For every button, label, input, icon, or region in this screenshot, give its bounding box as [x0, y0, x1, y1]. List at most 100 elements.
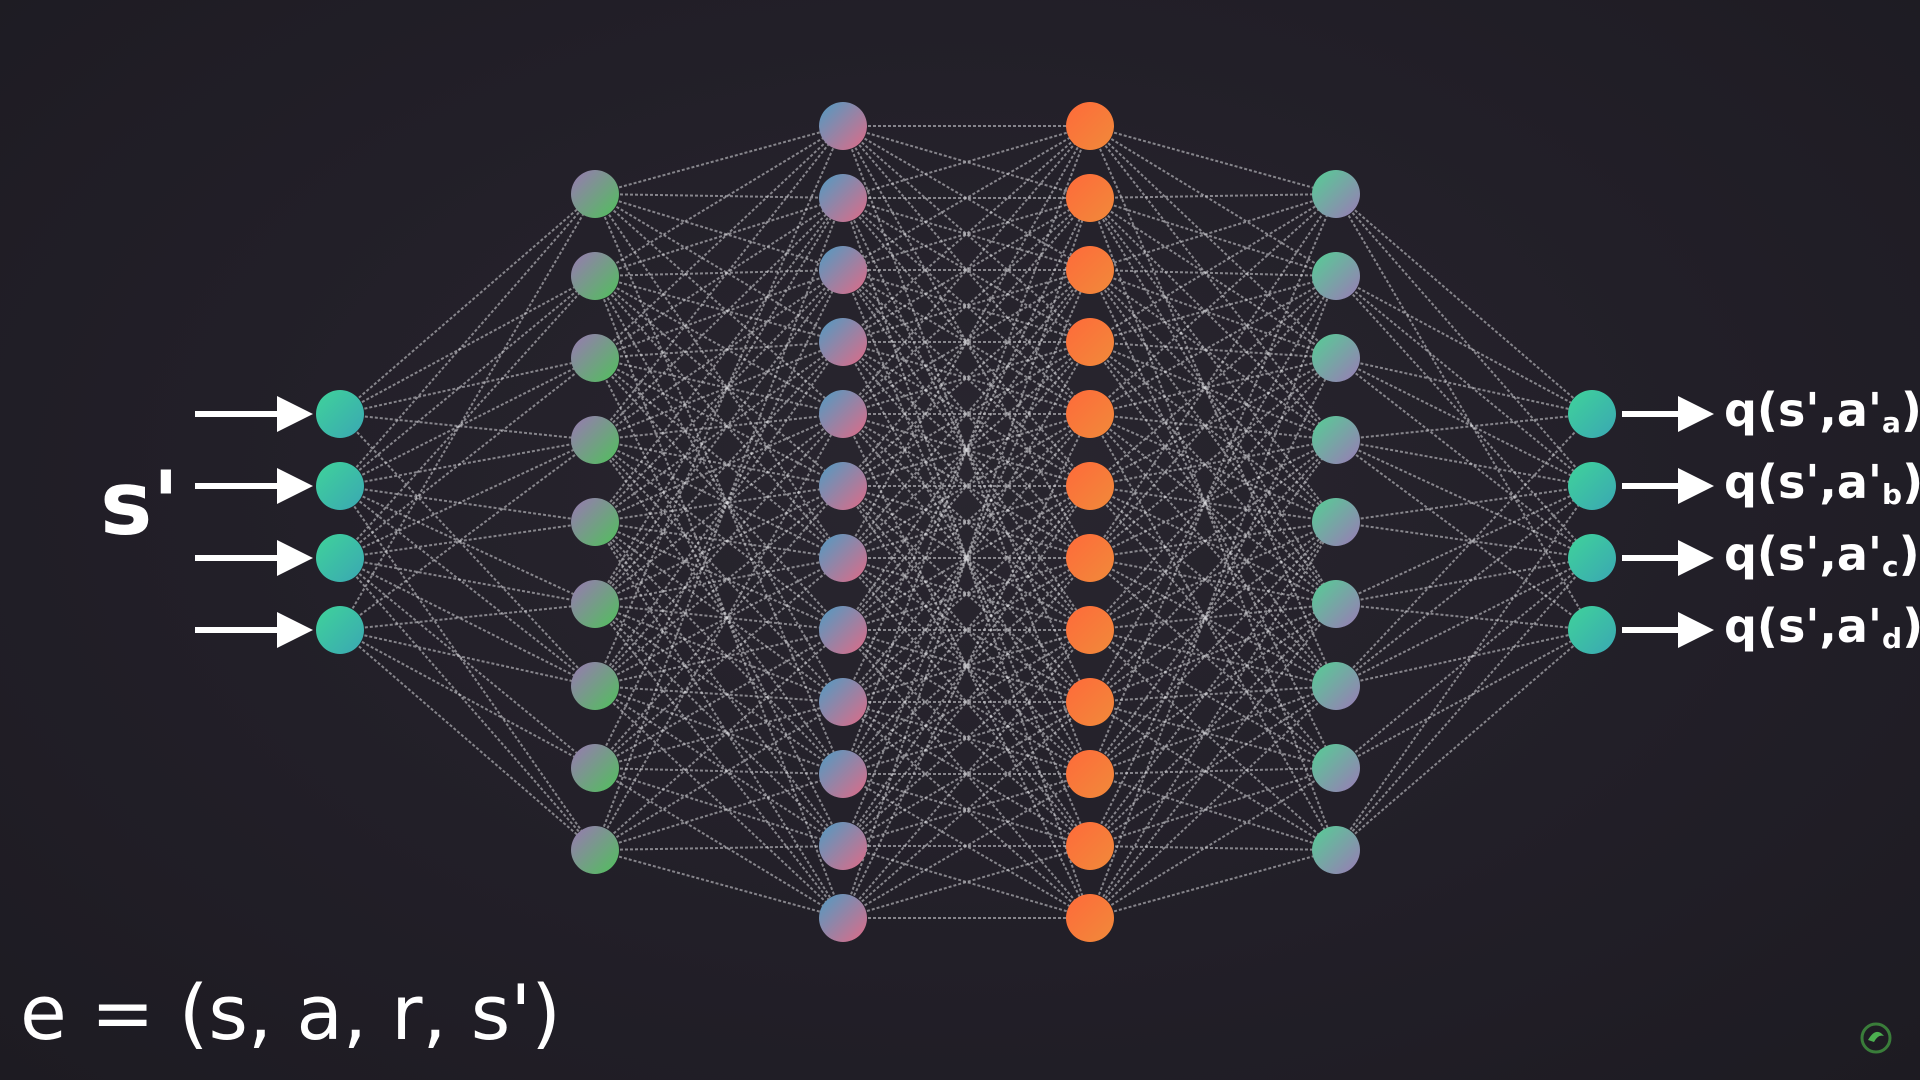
network-edge: [842, 845, 1091, 919]
network-edge: [842, 125, 1091, 199]
network-edge: [339, 357, 596, 559]
network-edge: [1335, 485, 1593, 605]
network-edge: [594, 603, 844, 775]
network-edge: [842, 701, 1091, 775]
hidden-node: [571, 170, 619, 218]
network-edge: [339, 193, 596, 415]
experience-tuple-label: e = (s, a, r, s'): [20, 968, 561, 1057]
network-edge: [1089, 685, 1337, 703]
network-edge: [339, 521, 596, 559]
hidden-node: [1066, 750, 1114, 798]
network-edge: [339, 603, 596, 631]
network-edge: [339, 357, 596, 415]
network-edge: [842, 413, 1091, 559]
hidden-node: [1066, 246, 1114, 294]
network-edge: [1089, 357, 1337, 415]
network-edge: [594, 125, 844, 687]
output-q-prefix: q(s',a': [1724, 527, 1883, 581]
network-edge: [842, 629, 1091, 703]
network-edge: [842, 701, 1091, 847]
network-edge: [1089, 357, 1337, 487]
network-edge: [339, 629, 596, 687]
hidden-node: [571, 416, 619, 464]
network-edge: [339, 485, 596, 687]
network-edge: [1089, 197, 1337, 441]
network-edge: [339, 439, 596, 631]
network-edge: [842, 629, 1091, 847]
network-edge: [594, 557, 844, 687]
network-edge: [594, 269, 844, 359]
network-edge: [842, 269, 1091, 559]
output-q-value-a: q(s',a'a): [1724, 387, 1920, 437]
network-edge: [594, 275, 844, 487]
network-edge: [594, 197, 844, 605]
hidden-node: [1066, 102, 1114, 150]
hidden-node: [571, 252, 619, 300]
network-edge: [594, 701, 844, 769]
network-edge: [842, 485, 1091, 703]
network-edge: [842, 485, 1091, 775]
network-edge: [1089, 701, 1337, 851]
network-edge: [1335, 485, 1593, 851]
network-edge: [842, 125, 1091, 199]
output-q-subscript: c: [1882, 550, 1899, 583]
network-edge: [594, 485, 844, 769]
network-edge: [339, 485, 596, 605]
network-edge: [1089, 603, 1337, 919]
network-edge: [1089, 773, 1337, 851]
network-edge: [339, 439, 596, 559]
network-edge: [842, 413, 1091, 487]
hidden-node: [1312, 744, 1360, 792]
network-edge: [1335, 357, 1593, 559]
network-edge: [842, 629, 1091, 775]
network-edge: [1089, 439, 1337, 559]
output-node: [1568, 534, 1616, 582]
network-edge: [1089, 439, 1337, 775]
network-edge: [1089, 603, 1337, 847]
network-edge: [842, 485, 1091, 775]
network-edge: [1089, 685, 1337, 919]
network-edge: [594, 685, 844, 919]
network-edge: [1089, 341, 1337, 687]
network-edge: [1089, 269, 1337, 277]
network-edge: [339, 485, 596, 523]
network-edge: [594, 193, 844, 199]
network-edge: [1089, 521, 1337, 919]
network-edge: [842, 269, 1091, 415]
network-edge: [594, 357, 844, 847]
network-edge: [1335, 557, 1593, 687]
network-edge: [594, 341, 844, 359]
network-edge: [339, 557, 596, 605]
network-edge: [594, 193, 844, 559]
network-edge: [594, 485, 844, 523]
output-q-suffix: ): [1900, 383, 1920, 437]
output-q-prefix: q(s',a': [1724, 455, 1883, 509]
network-edge: [842, 269, 1091, 343]
network-edge: [842, 629, 1091, 919]
network-edge: [842, 341, 1091, 775]
hidden-node: [571, 826, 619, 874]
network-edge: [594, 439, 844, 703]
network-edge: [594, 603, 844, 703]
network-edge: [594, 603, 844, 919]
hidden-node: [1312, 580, 1360, 628]
network-edge: [1089, 193, 1337, 343]
network-edge: [594, 341, 844, 523]
network-edge: [594, 269, 844, 769]
network-edge: [594, 767, 844, 919]
network-edge: [1089, 357, 1337, 847]
hidden-node: [819, 678, 867, 726]
network-edge: [1089, 193, 1337, 271]
network-edge: [594, 773, 844, 851]
output-q-value-c: q(s',a'c): [1724, 531, 1920, 581]
network-edge: [594, 521, 844, 631]
hidden-node: [571, 580, 619, 628]
network-edge: [594, 275, 844, 703]
input-node: [316, 534, 364, 582]
network-edge: [594, 357, 844, 559]
network-edge: [1089, 193, 1337, 199]
network-edge: [842, 557, 1091, 847]
network-edge: [1089, 197, 1337, 277]
network-edge: [1335, 413, 1593, 441]
network-edge: [1335, 193, 1593, 631]
